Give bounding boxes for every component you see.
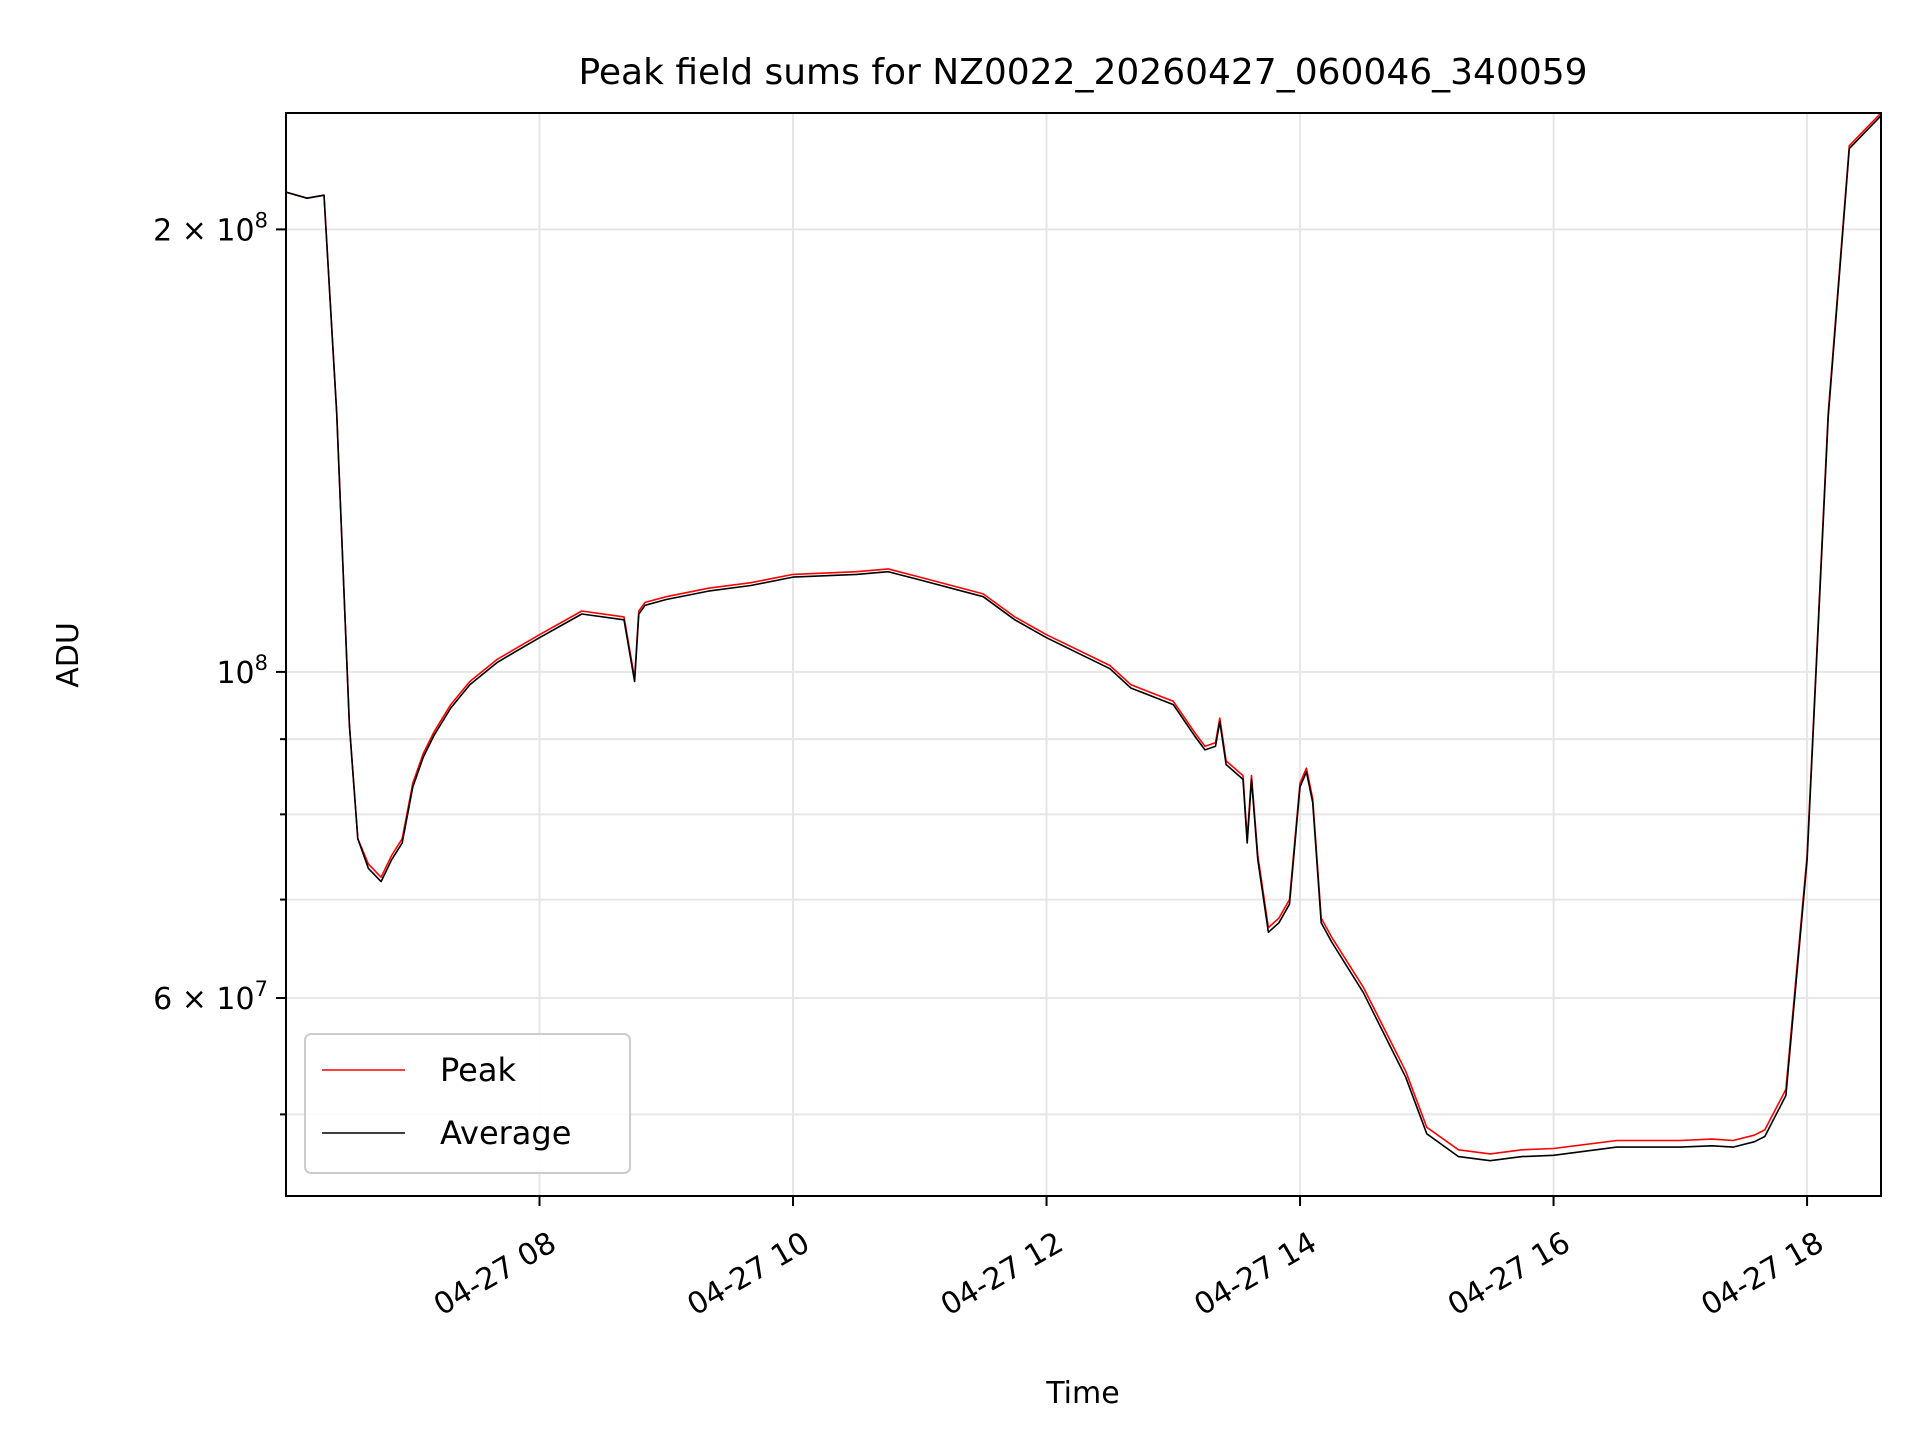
y-tick-base: 10	[216, 656, 254, 691]
y-tick-exponent: 8	[255, 651, 268, 675]
plot-area	[286, 113, 1881, 1162]
x-axis-label: Time	[1045, 1376, 1119, 1411]
legend-box	[304, 1033, 631, 1174]
y-axis-label: ADU	[51, 622, 86, 688]
chart-title: Peak field sums for NZ0022_20260427_0600…	[578, 52, 1587, 93]
y-tick-base: 6 × 10	[153, 982, 254, 1017]
legend-label-average: Average	[440, 1114, 571, 1152]
axes-frame	[285, 112, 1882, 1197]
y-tick-label: 6 × 107	[153, 977, 268, 1017]
y-tick-exponent: 8	[255, 208, 268, 232]
y-tick-label: 2 × 108	[153, 208, 268, 248]
series-line-average	[286, 115, 1881, 1162]
y-tick-label: 108	[216, 651, 268, 691]
y-tick-exponent: 7	[255, 977, 268, 1001]
grid	[286, 113, 1881, 1196]
series-line-peak	[286, 113, 1881, 1155]
legend-label-peak: Peak	[440, 1051, 516, 1089]
y-tick-base: 2 × 10	[153, 213, 254, 248]
legend: Peak Average	[304, 1033, 631, 1174]
